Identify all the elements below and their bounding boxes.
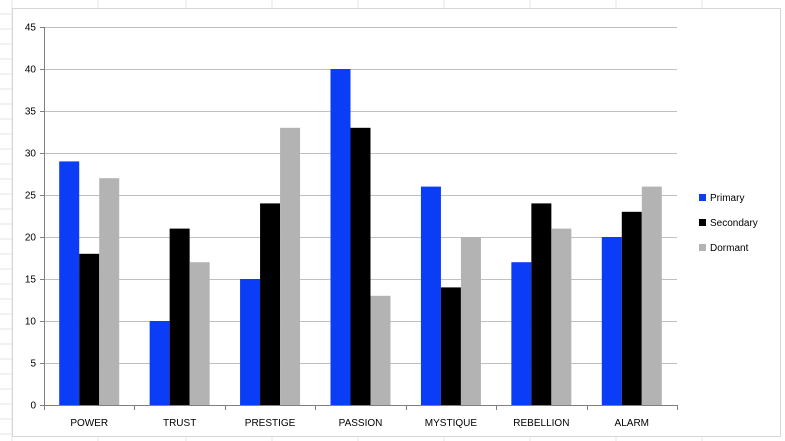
x-tick-label: TRUST: [163, 418, 196, 429]
bar-secondary-power: [79, 253, 100, 405]
bar-dormant-prestige: [280, 127, 301, 406]
bar-dormant-passion: [370, 295, 391, 405]
bar-primary-passion: [330, 69, 351, 405]
bar-dormant-trust: [189, 262, 210, 405]
bar-secondary-rebellion: [531, 203, 552, 405]
bar-series-group: [59, 69, 662, 406]
chart-axes: [40, 27, 678, 410]
legend-swatch-primary: [699, 194, 706, 201]
chart-legend: Primary Secondary Dormant: [699, 193, 758, 254]
bar-primary-alarm: [601, 237, 622, 405]
y-axis-tick-labels: 0 5 10 15 20 25 30 35 40 45: [25, 23, 37, 412]
bar-primary-mystique: [420, 186, 441, 405]
bar-dormant-mystique: [460, 237, 481, 405]
bar-primary-power: [59, 161, 80, 405]
y-tick-label: 40: [25, 65, 37, 76]
bar-secondary-mystique: [440, 287, 461, 405]
y-tick-label: 25: [25, 191, 37, 202]
legend-label-primary: Primary: [710, 193, 744, 204]
y-tick-label: 0: [30, 401, 36, 412]
legend-swatch-dormant: [699, 244, 706, 251]
x-tick-label: PRESTIGE: [245, 418, 296, 429]
y-tick-label: 5: [30, 359, 36, 370]
legend-label-secondary: Secondary: [710, 218, 758, 229]
y-tick-label: 35: [25, 107, 37, 118]
bar-dormant-rebellion: [551, 228, 572, 405]
x-tick-label: ALARM: [615, 418, 649, 429]
bar-secondary-prestige: [260, 203, 281, 405]
bar-primary-prestige: [240, 279, 261, 405]
x-tick-label: PASSION: [339, 418, 383, 429]
x-tick-label: POWER: [70, 418, 108, 429]
bar-secondary-passion: [350, 127, 371, 406]
bar-primary-rebellion: [511, 262, 532, 405]
x-tick-label: REBELLION: [513, 418, 569, 429]
bar-primary-trust: [149, 321, 170, 405]
y-tick-label: 30: [25, 149, 37, 160]
chart-area-frame: [12, 8, 781, 437]
y-tick-label: 20: [25, 233, 37, 244]
bar-secondary-alarm: [621, 211, 642, 405]
legend-swatch-secondary: [699, 219, 706, 226]
x-axis-tick-labels: POWER TRUST PRESTIGE PASSION MYSTIQUE REBELLI…: [70, 418, 649, 429]
x-tick-label: MYSTIQUE: [425, 418, 478, 429]
bar-secondary-trust: [169, 228, 190, 405]
y-tick-label: 45: [25, 23, 37, 34]
legend-label-dormant: Dormant: [710, 243, 749, 254]
y-tick-label: 15: [25, 275, 37, 286]
bar-dormant-alarm: [641, 186, 662, 405]
bar-dormant-power: [99, 178, 120, 405]
y-tick-label: 10: [25, 317, 37, 328]
